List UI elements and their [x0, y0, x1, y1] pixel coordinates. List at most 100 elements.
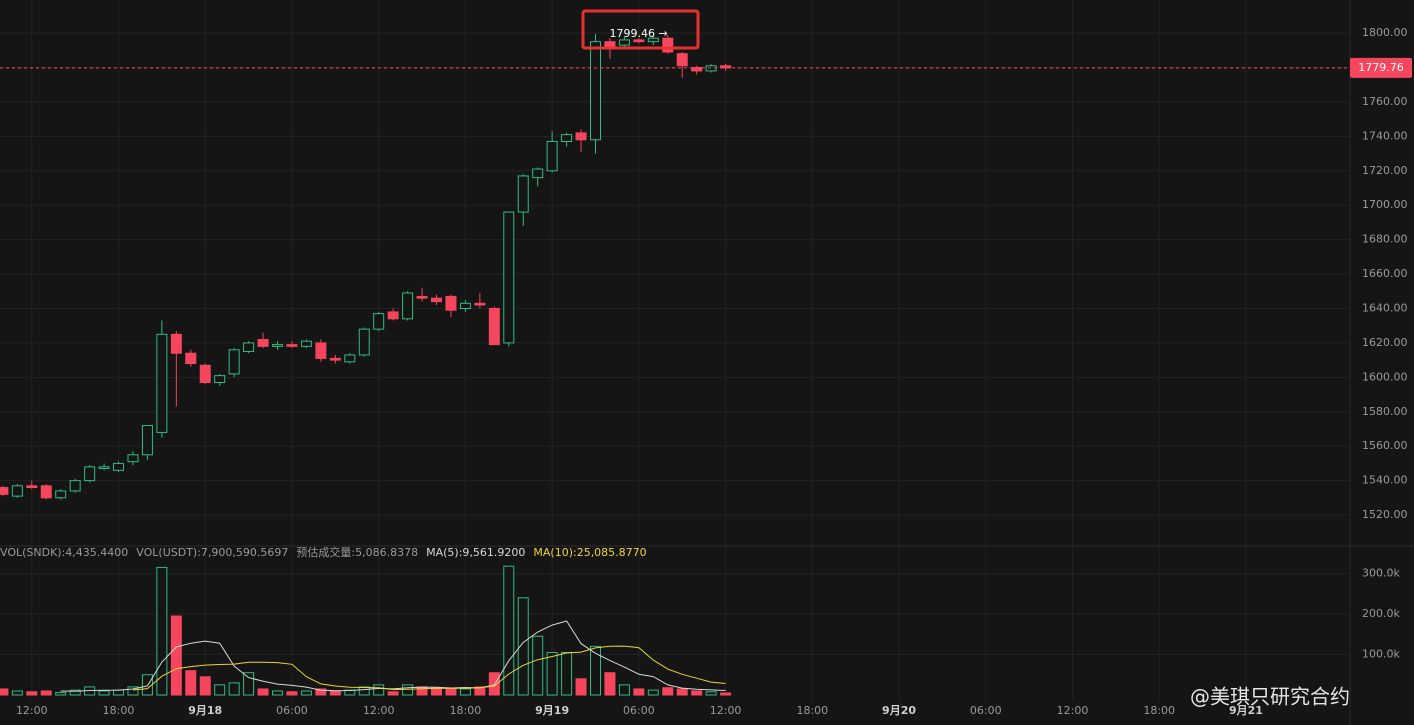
candle-body	[329, 357, 341, 361]
candle-body	[402, 292, 414, 320]
volume-bar	[633, 688, 645, 696]
candle-body	[445, 295, 457, 311]
y-tick-label: 300.0k	[1362, 566, 1400, 579]
y-tick-label: 1620.00	[1362, 336, 1408, 349]
volume-bar	[243, 672, 255, 696]
volume-bar	[40, 690, 52, 696]
y-tick-label: 1760.00	[1362, 95, 1408, 108]
y-tick-label: 1680.00	[1362, 233, 1408, 246]
candle-body	[604, 41, 616, 48]
candle-body	[228, 349, 240, 375]
candle-body	[214, 375, 226, 383]
candle-body	[113, 462, 125, 471]
volume-bar	[445, 688, 457, 696]
x-tick-label: 9月18	[188, 704, 222, 717]
y-tick-label: 1740.00	[1362, 129, 1408, 142]
candle-body	[459, 302, 471, 309]
candle-body	[69, 480, 81, 492]
max-marker-label: 1799.46 →	[610, 27, 668, 40]
candle-body	[387, 311, 399, 320]
volume-bar	[387, 691, 399, 696]
y-tick-label: 1720.00	[1362, 164, 1408, 177]
volume-bar	[705, 691, 717, 696]
candle-body	[561, 134, 573, 143]
candle-body	[720, 65, 732, 69]
candle-body	[272, 344, 284, 347]
candle-body	[488, 307, 500, 346]
candle-body	[0, 487, 9, 495]
volume-bar	[676, 688, 688, 696]
volume-bar	[532, 635, 544, 696]
candle-body	[618, 39, 630, 46]
x-tick-label: 18:00	[1143, 704, 1175, 717]
x-tick-label: 12:00	[16, 704, 48, 717]
candle-body	[575, 132, 587, 141]
volume-bar	[691, 690, 703, 696]
candle-body	[373, 313, 385, 330]
x-tick-label: 12:00	[363, 704, 395, 717]
volume-bar	[546, 651, 558, 696]
volume-bar	[0, 688, 9, 696]
x-tick-label: 06:00	[276, 704, 308, 717]
candle-body	[141, 425, 153, 456]
legend-entry: MA(5):9,561.9200	[426, 546, 525, 559]
volume-bar	[503, 565, 515, 696]
x-tick-label: 12:00	[1057, 704, 1089, 717]
candle-body	[84, 466, 96, 482]
volume-bar	[517, 597, 529, 696]
y-tick-label: 1700.00	[1362, 198, 1408, 211]
volume-bar	[575, 678, 587, 696]
volume-bar	[185, 670, 197, 696]
volume-bar	[257, 688, 269, 696]
x-tick-label: 18:00	[103, 704, 135, 717]
last-price-label: 1779.76	[1358, 61, 1404, 74]
volume-bar	[488, 672, 500, 696]
candle-body	[315, 342, 327, 359]
volume-bar	[170, 615, 182, 696]
volume-bar	[431, 687, 443, 696]
candle-body	[344, 354, 356, 363]
volume-bar	[300, 690, 312, 696]
volume-bar	[98, 690, 110, 696]
volume-bar	[720, 692, 732, 696]
candle-body	[199, 364, 211, 383]
y-tick-label: 1660.00	[1362, 267, 1408, 280]
candle-body	[55, 490, 67, 499]
x-tick-label: 9月21	[1229, 704, 1263, 717]
candle-body	[416, 295, 428, 299]
volume-bar	[156, 566, 168, 696]
legend-entry: MA(10):25,085.8770	[533, 546, 646, 559]
candle-body	[532, 168, 544, 179]
volume-bar	[113, 689, 125, 696]
y-tick-label: 200.0k	[1362, 607, 1400, 620]
candle-body	[40, 485, 52, 499]
candle-body	[590, 41, 602, 141]
candle-body	[662, 37, 674, 53]
volume-bar	[214, 684, 226, 696]
candle-body	[170, 333, 182, 354]
candle-body	[358, 328, 370, 356]
volume-bar	[199, 676, 211, 696]
legend-text: VOL(SNDK):4,435.4400	[0, 546, 128, 559]
candle-body	[127, 454, 139, 463]
y-tick-label: 100.0k	[1362, 647, 1400, 660]
volume-bar	[618, 684, 630, 696]
volume-bar	[561, 651, 573, 696]
watermark: @美琪只研究合约	[1190, 685, 1350, 709]
y-tick-label: 1560.00	[1362, 439, 1408, 452]
volume-bar	[662, 687, 674, 696]
legend-text: VOL(USDT):7,900,590.5697	[136, 546, 288, 559]
candle-body	[431, 297, 443, 303]
x-tick-label: 18:00	[796, 704, 828, 717]
y-tick-label: 1520.00	[1362, 508, 1408, 521]
highlight-box	[581, 9, 700, 50]
last-price-box	[1350, 57, 1412, 78]
volume-bar	[228, 682, 240, 696]
x-tick-label: 18:00	[450, 704, 482, 717]
marks	[0, 33, 1350, 696]
candle-body	[185, 352, 197, 365]
volume-bar	[55, 692, 67, 696]
ma-line	[60, 620, 726, 692]
volume-bar	[127, 686, 139, 696]
